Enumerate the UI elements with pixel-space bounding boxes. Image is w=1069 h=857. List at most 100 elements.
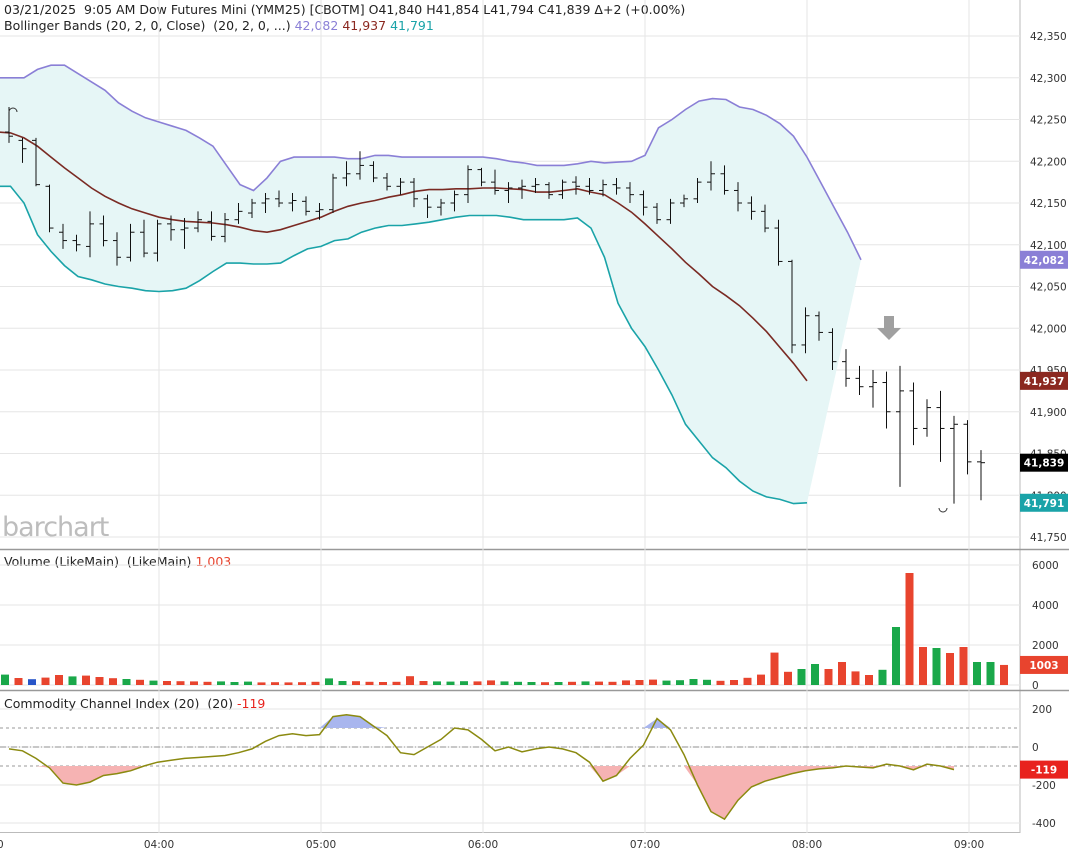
svg-text:41,791: 41,791: [1024, 498, 1065, 510]
ohlc-bar: [869, 370, 877, 408]
ohlc-bar: [86, 211, 94, 258]
volume-bar: [730, 680, 738, 685]
ohlc-bar: [342, 161, 351, 187]
ohlc-bar: [774, 219, 783, 266]
ohlc-bar: [207, 211, 216, 241]
volume-tick-label: 6000: [1032, 560, 1059, 572]
ohlc-bar: [5, 106, 13, 143]
volume-bar: [892, 627, 900, 685]
ohlc-bar: [234, 203, 243, 224]
chart-header-title: 03/21/2025 9:05 AM Dow Futures Mini (YMM…: [4, 2, 685, 18]
volume-bar: [176, 681, 185, 685]
volume-bar: [163, 681, 171, 685]
price-tick-label: 42,100: [1030, 240, 1067, 252]
ohlc-bar: [329, 173, 337, 214]
cci-plot: [8, 713, 955, 821]
time-tick-label: 07:00: [630, 839, 660, 851]
price-tick-label: 42,050: [1030, 282, 1067, 294]
ohlc-bar: [909, 382, 918, 446]
volume-bar: [865, 675, 873, 685]
volume-tick-label: 4000: [1032, 600, 1059, 612]
ohlc-bar: [855, 365, 864, 396]
ohlc-bar: [261, 192, 270, 214]
volume-bar: [581, 681, 590, 685]
ohlc-bar: [45, 184, 54, 233]
volume-bar: [271, 682, 279, 685]
bollinger-middle-value: 41,937: [342, 18, 387, 33]
volume-bar: [1000, 664, 1008, 685]
volume-bar: [257, 682, 266, 685]
ohlc-bar: [545, 182, 553, 199]
low-marker: [938, 507, 948, 513]
volume-bar: [946, 653, 954, 685]
volume-bar: [622, 680, 630, 685]
price-badge: 42,082: [1020, 250, 1068, 269]
volume-tick-label: 2000: [1032, 640, 1059, 652]
cci-legend[interactable]: Commodity Channel Index (20) (20) -119: [4, 696, 265, 712]
ohlc-bar: [882, 371, 891, 429]
ohlc-bar: [369, 161, 378, 183]
volume-bar: [365, 681, 374, 685]
cci-tick-label: -200: [1032, 780, 1056, 792]
ohlc-bar: [72, 234, 81, 252]
ohlc-bar: [248, 198, 256, 219]
ohlc-bar: [693, 177, 702, 203]
bollinger-lower-line: [0, 185, 808, 505]
volume-bar: [554, 682, 563, 685]
time-tick-label: 04:00: [144, 839, 174, 851]
volume-bar: [608, 681, 617, 685]
volume-bar: [460, 681, 468, 685]
price-tick-label: 41,750: [1030, 532, 1067, 544]
ohlc-bar: [153, 219, 162, 262]
ohlc-bar: [437, 198, 445, 216]
value-badges: 42,082 41,937 41,839 41,791 1003 -119: [1020, 250, 1068, 779]
ohlc-bar: [32, 137, 40, 187]
volume-bar: [487, 680, 495, 685]
volume-bar: [959, 647, 968, 685]
ohlc-bar: [761, 204, 769, 233]
ohlc-bar: [302, 196, 310, 216]
bollinger-legend[interactable]: Bollinger Bands (20, 2, 0, Close) (20, 2…: [4, 18, 434, 34]
svg-text:-119: -119: [1031, 765, 1057, 777]
ohlc-bar: [666, 198, 675, 224]
price-badge: 41,937: [1020, 371, 1068, 390]
volume-bar: [716, 680, 725, 685]
ohlc-bar: [491, 169, 499, 195]
ohlc-bar: [788, 259, 796, 354]
ohlc-bar: [680, 194, 688, 208]
ohlc-bar: [315, 203, 324, 220]
ohlc-bar: [167, 215, 175, 241]
ohlc-bar: [99, 215, 108, 247]
volume-bar: [878, 669, 887, 685]
cci-label: Commodity Channel Index (20) (20): [4, 696, 233, 711]
price-tick-label: 42,250: [1030, 115, 1067, 127]
volume-bar: [190, 681, 198, 685]
volume-bar: [41, 677, 50, 685]
volume-bar: [635, 680, 644, 685]
down-arrow-icon: [877, 316, 901, 340]
volume-bar: [905, 573, 914, 685]
volume-bar: [149, 680, 158, 685]
volume-bar: [55, 675, 63, 685]
volume-bars: [1, 573, 1008, 685]
volume-bar: [473, 681, 482, 685]
volume-bar: [217, 681, 225, 685]
volume-bar: [28, 679, 36, 685]
volume-bar: [703, 679, 711, 685]
bollinger-fill: [0, 65, 861, 504]
volume-bar: [500, 681, 509, 685]
ohlc-bar: [734, 182, 742, 212]
cci-tick-label: 0: [1032, 742, 1039, 754]
ohlc-bar: [423, 194, 432, 219]
ohlc-bar: [59, 223, 67, 249]
ohlc-bar: [828, 328, 837, 370]
volume-bar: [14, 678, 23, 685]
ohlc-bar: [599, 179, 607, 197]
price-bars: [5, 106, 985, 513]
volume-bar: [122, 679, 131, 685]
ohlc-bar: [936, 390, 945, 462]
cci-overbought-fill: [9, 714, 954, 728]
volume-bar: [649, 679, 657, 685]
ohlc-bar: [950, 415, 958, 504]
